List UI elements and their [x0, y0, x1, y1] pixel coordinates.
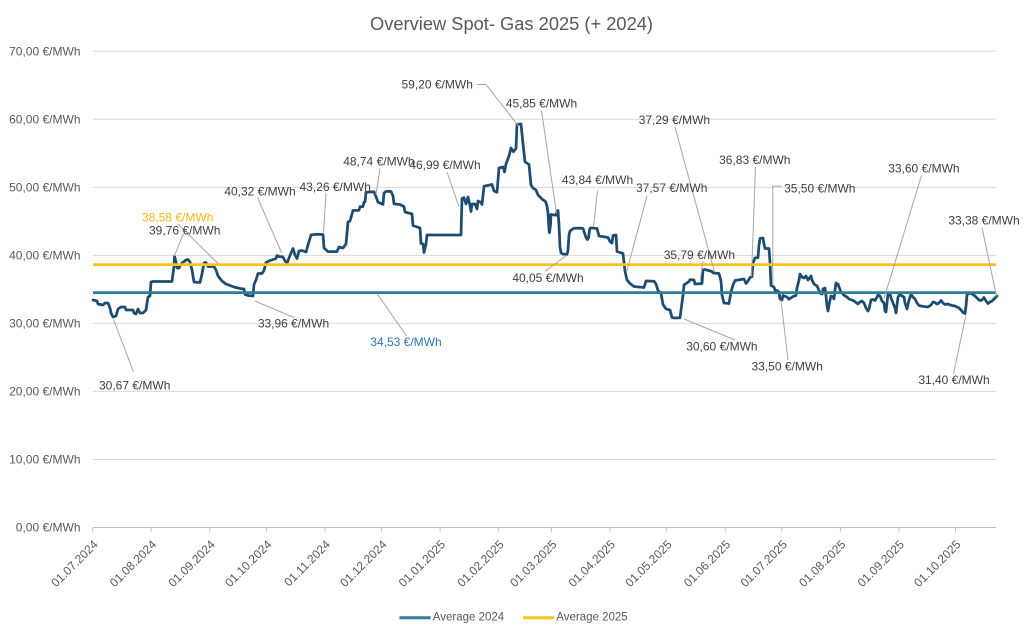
svg-text:43,26 €/MWh: 43,26 €/MWh	[300, 180, 371, 194]
svg-text:31,40 €/MWh: 31,40 €/MWh	[918, 373, 989, 387]
svg-text:60,00 €/MWh: 60,00 €/MWh	[9, 112, 80, 126]
svg-text:Average 2024: Average 2024	[433, 611, 505, 623]
svg-text:33,60 €/MWh: 33,60 €/MWh	[888, 162, 959, 176]
svg-text:37,29 €/MWh: 37,29 €/MWh	[639, 113, 710, 127]
svg-text:Average 2025: Average 2025	[556, 611, 627, 623]
svg-text:20,00 €/MWh: 20,00 €/MWh	[9, 385, 80, 399]
svg-text:0,00 €/MWh: 0,00 €/MWh	[16, 521, 81, 535]
svg-text:33,38 €/MWh: 33,38 €/MWh	[948, 214, 1019, 228]
svg-text:70,00 €/MWh: 70,00 €/MWh	[9, 44, 80, 58]
svg-text:30,67 €/MWh: 30,67 €/MWh	[99, 379, 170, 393]
svg-text:33,96 €/MWh: 33,96 €/MWh	[258, 317, 329, 331]
svg-text:48,74 €/MWh: 48,74 €/MWh	[343, 155, 414, 169]
svg-text:39,76 €/MWh: 39,76 €/MWh	[149, 224, 220, 238]
svg-text:40,00 €/MWh: 40,00 €/MWh	[9, 249, 80, 263]
svg-text:30,60 €/MWh: 30,60 €/MWh	[686, 339, 757, 353]
svg-text:40,32 €/MWh: 40,32 €/MWh	[224, 184, 295, 198]
svg-text:10,00 €/MWh: 10,00 €/MWh	[9, 453, 80, 467]
svg-text:46,99 €/MWh: 46,99 €/MWh	[409, 158, 480, 172]
svg-text:36,83 €/MWh: 36,83 €/MWh	[719, 153, 790, 167]
svg-text:30,00 €/MWh: 30,00 €/MWh	[9, 317, 80, 331]
svg-text:35,50 €/MWh: 35,50 €/MWh	[784, 182, 855, 196]
svg-text:45,85 €/MWh: 45,85 €/MWh	[506, 97, 577, 111]
svg-text:59,20 €/MWh: 59,20 €/MWh	[402, 78, 473, 92]
svg-text:Overview Spot- Gas 2025 (+ 202: Overview Spot- Gas 2025 (+ 2024)	[370, 13, 653, 34]
svg-text:33,50 €/MWh: 33,50 €/MWh	[752, 360, 823, 374]
svg-text:38,58 €/MWh: 38,58 €/MWh	[142, 211, 213, 225]
svg-text:40,05 €/MWh: 40,05 €/MWh	[512, 271, 583, 285]
svg-text:37,57 €/MWh: 37,57 €/MWh	[636, 181, 707, 195]
svg-text:35,79 €/MWh: 35,79 €/MWh	[664, 248, 735, 262]
svg-text:43,84 €/MWh: 43,84 €/MWh	[562, 173, 633, 187]
svg-text:50,00 €/MWh: 50,00 €/MWh	[9, 181, 80, 195]
svg-text:34,53 €/MWh: 34,53 €/MWh	[370, 335, 441, 349]
